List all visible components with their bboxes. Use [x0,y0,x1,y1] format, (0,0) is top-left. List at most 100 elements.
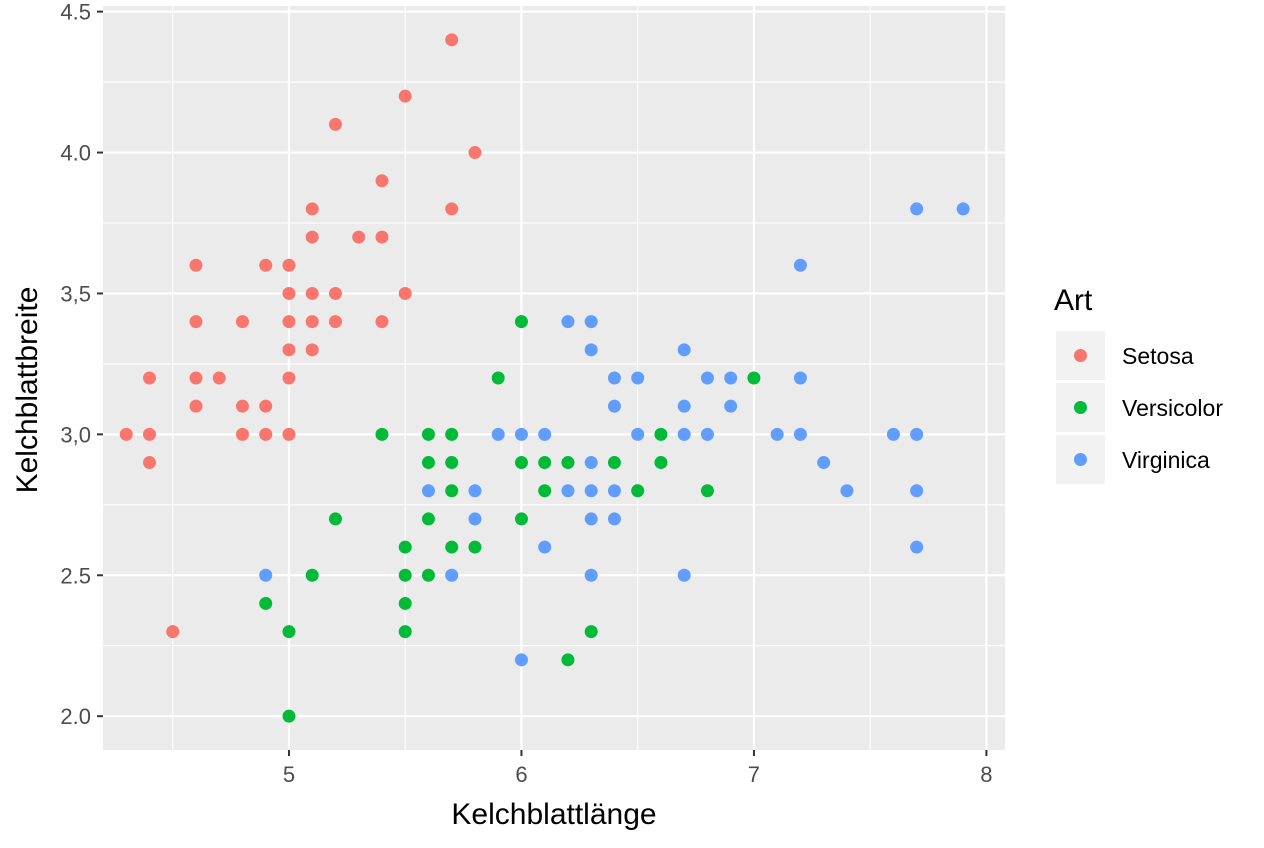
point-setosa [235,315,249,329]
point-versicolor [398,568,412,582]
point-versicolor [584,625,598,639]
point-virginica [468,512,482,526]
point-virginica [445,568,459,582]
point-setosa [282,343,296,357]
point-setosa [305,343,319,357]
point-versicolor [445,427,459,441]
point-virginica [538,427,552,441]
point-virginica [561,315,575,329]
y-tick-label: 3,0 [60,422,91,447]
point-setosa [235,399,249,413]
point-setosa [282,258,296,272]
point-virginica [584,484,598,498]
point-virginica [700,427,714,441]
y-axis-title: Kelchblattbreite [11,287,44,494]
point-virginica [793,258,807,272]
x-axis-title: Kelchblattlänge [451,798,656,831]
point-setosa [166,625,180,639]
axis-ticks [97,10,988,756]
legend: Art Setosa Versicolor Virginica [1054,284,1223,484]
point-setosa [259,427,273,441]
point-virginica [584,343,598,357]
legend-label-versicolor: Versicolor [1122,395,1223,421]
point-virginica [724,399,738,413]
point-versicolor [561,456,575,470]
point-virginica [910,202,924,216]
point-setosa [259,258,273,272]
point-versicolor [282,709,296,723]
point-versicolor [514,512,528,526]
point-setosa [468,146,482,160]
point-virginica [607,399,621,413]
point-virginica [840,484,854,498]
point-versicolor [282,625,296,639]
point-virginica [491,427,505,441]
y-tick-label: 2.0 [60,704,91,729]
y-tick-label: 3,5 [60,281,91,306]
point-versicolor [514,456,528,470]
point-versicolor [538,484,552,498]
point-virginica [514,653,528,667]
point-setosa [398,89,412,103]
point-setosa [142,371,156,385]
point-versicolor [445,540,459,554]
legend-label-virginica: Virginica [1122,447,1210,473]
point-virginica [677,427,691,441]
point-virginica [700,371,714,385]
point-versicolor [445,484,459,498]
point-setosa [212,371,226,385]
point-setosa [189,315,203,329]
point-versicolor [561,653,575,667]
point-versicolor [421,568,435,582]
point-versicolor [421,427,435,441]
point-versicolor [747,371,761,385]
point-virginica [677,399,691,413]
legend-title: Art [1054,284,1093,317]
point-virginica [677,343,691,357]
point-virginica [770,427,784,441]
point-setosa [328,315,342,329]
point-virginica [607,484,621,498]
point-virginica [793,371,807,385]
point-virginica [793,427,807,441]
point-versicolor [305,568,319,582]
point-versicolor [398,596,412,610]
point-setosa [282,315,296,329]
point-virginica [468,484,482,498]
point-versicolor [398,540,412,554]
point-setosa [305,202,319,216]
y-tick-label: 4.5 [60,0,91,25]
point-setosa [282,371,296,385]
point-versicolor [328,512,342,526]
point-virginica [631,427,645,441]
point-virginica [607,371,621,385]
point-setosa [119,427,133,441]
y-tick-label: 2.5 [60,563,91,588]
point-setosa [189,371,203,385]
point-versicolor [398,625,412,639]
point-virginica [561,484,575,498]
y-tick-label: 4.0 [60,141,91,166]
point-setosa [305,230,319,244]
point-versicolor [421,512,435,526]
point-setosa [375,174,389,188]
point-virginica [677,568,691,582]
point-setosa [375,315,389,329]
point-virginica [584,456,598,470]
axis-tick-labels: 5 6 7 8 2.0 2.5 3,0 3,5 4.0 4.5 [60,0,992,787]
point-setosa [328,117,342,131]
point-setosa [142,427,156,441]
point-virginica [910,540,924,554]
point-virginica [724,371,738,385]
point-versicolor [421,456,435,470]
point-virginica [421,484,435,498]
point-setosa [352,230,366,244]
x-tick-label: 6 [515,762,527,787]
point-setosa [189,258,203,272]
point-setosa [328,286,342,300]
x-tick-label: 7 [748,762,760,787]
point-virginica [259,568,273,582]
x-tick-label: 8 [980,762,992,787]
point-versicolor [375,427,389,441]
